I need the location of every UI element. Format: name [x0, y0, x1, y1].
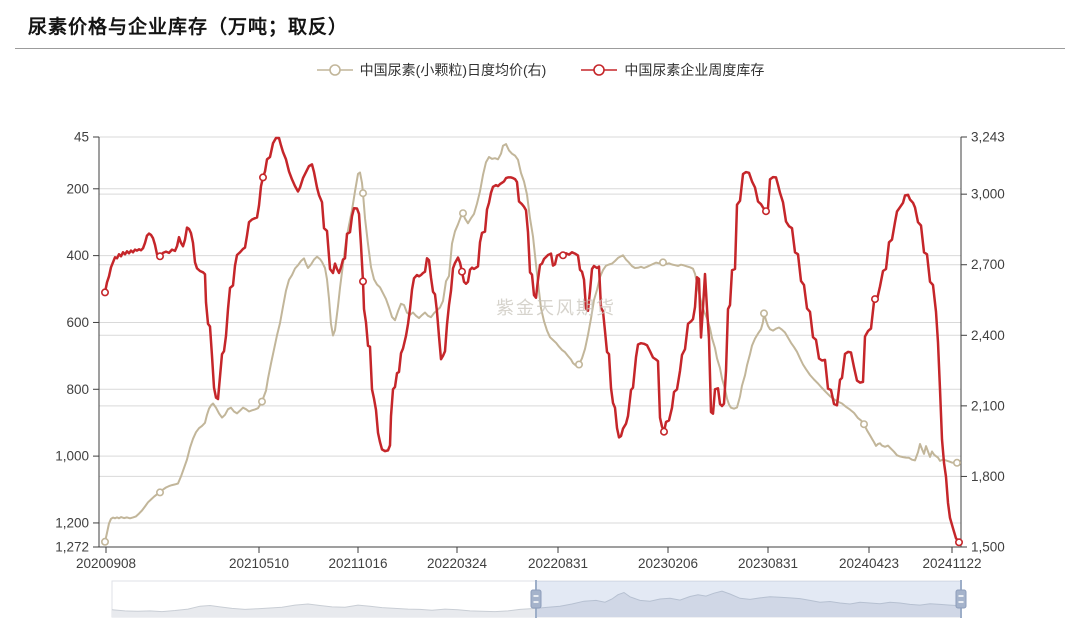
series-marker	[954, 538, 963, 547]
legend-label-price: 中国尿素(小颗粒)日度均价(右)	[359, 62, 547, 78]
x-axis-label: 20220831	[528, 556, 588, 571]
series-marker	[761, 207, 770, 216]
x-axis-label: 20211016	[328, 556, 387, 571]
left-axis-label: 45	[74, 130, 89, 145]
left-axis-label: 1,200	[55, 515, 89, 530]
series-marker	[558, 251, 567, 260]
x-axis-label: 20230831	[738, 556, 798, 571]
series-marker	[659, 427, 668, 436]
navigator-mini-area	[112, 591, 961, 617]
inventory-series-line	[103, 136, 961, 544]
right-axis-label: 3,000	[971, 187, 1005, 202]
series-marker	[574, 360, 583, 369]
x-axis-label: 20220324	[427, 556, 488, 571]
line-circle-icon	[581, 64, 618, 76]
series-marker	[859, 420, 868, 429]
series-marker	[257, 397, 266, 406]
right-axis-label: 2,700	[971, 257, 1005, 272]
series-marker	[759, 309, 768, 318]
x-axis-label: 20200908	[76, 556, 136, 571]
x-axis-label: 20230206	[638, 556, 698, 571]
right-axis-label: 2,400	[971, 328, 1005, 343]
series-marker	[458, 209, 467, 218]
series-marker	[156, 488, 165, 497]
legend-item-price[interactable]: 中国尿素(小颗粒)日度均价(右)	[316, 60, 547, 80]
series-marker	[457, 267, 466, 276]
left-axis-label: 1,272	[55, 540, 89, 555]
series-marker	[870, 295, 879, 304]
legend-item-inventory[interactable]: 中国尿素企业周度库存	[580, 60, 764, 80]
left-axis-label: 800	[66, 382, 89, 397]
watermark: 紫金天风期货	[496, 298, 616, 318]
series-marker	[358, 189, 367, 198]
left-axis-label: 400	[66, 248, 89, 263]
series-marker	[101, 288, 110, 297]
left-axis-label: 200	[66, 181, 89, 196]
series-marker	[258, 173, 267, 182]
right-axis-label: 1,800	[971, 469, 1005, 484]
x-axis-label: 20241122	[922, 556, 981, 571]
series-marker	[156, 252, 165, 261]
navigator-selected-range[interactable]	[536, 581, 961, 617]
right-axis-label: 3,243	[971, 130, 1005, 145]
title-divider	[15, 48, 1065, 49]
left-axis-label: 600	[66, 315, 89, 330]
right-axis-label: 1,500	[971, 540, 1005, 555]
navigator-mini-line	[111, 590, 962, 613]
series-marker	[952, 458, 961, 467]
x-axis-label: 20240423	[839, 556, 899, 571]
series-marker	[358, 277, 367, 286]
series-marker	[101, 537, 110, 546]
navigator-right-handle[interactable]	[955, 589, 967, 609]
left-axis-label: 1,000	[55, 449, 89, 464]
legend: 中国尿素(小颗粒)日度均价(右) 中国尿素企业周度库存	[0, 60, 1080, 80]
series-marker	[658, 258, 667, 267]
x-axis-label: 20210510	[229, 556, 289, 571]
right-axis-label: 2,100	[971, 398, 1005, 413]
navigator-left-handle[interactable]	[530, 589, 542, 609]
price-series-line	[104, 143, 958, 543]
line-circle-icon	[316, 64, 353, 76]
page-title: 尿素价格与企业库存（万吨；取反）	[28, 17, 349, 38]
legend-label-inventory: 中国尿素企业周度库存	[624, 62, 765, 78]
